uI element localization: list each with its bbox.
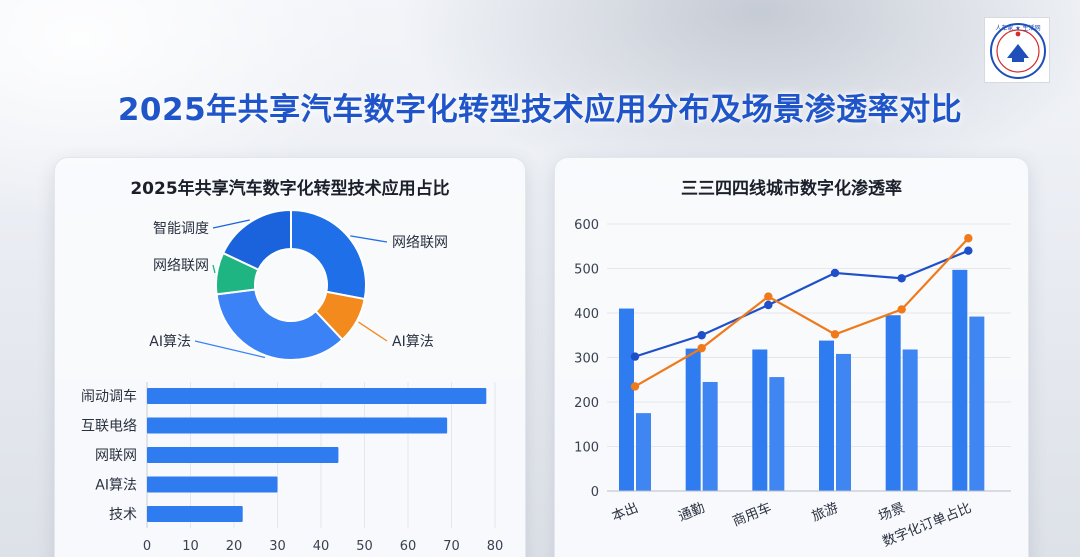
series-point — [630, 382, 640, 391]
grouped-bar — [836, 353, 851, 491]
hbar-category-label: 网联网 — [95, 448, 137, 464]
hbar-x-tick-label: 10 — [182, 539, 199, 554]
left-chart-title: 2025年共享汽车数字化转型技术应用占比 — [130, 179, 450, 199]
x-category-label: 商用车 — [730, 499, 774, 530]
grouped-bar — [685, 348, 701, 491]
grouped-bar — [769, 377, 785, 491]
x-category-label: 通勤 — [676, 500, 707, 525]
donut-slice — [215, 288, 344, 361]
hbar-x-tick-label: 70 — [443, 539, 460, 554]
donut-slice — [290, 208, 367, 301]
donut-label: 网络联网 — [392, 235, 448, 251]
series-point — [964, 234, 973, 243]
grouped-bar — [619, 308, 634, 491]
hbar-category-label: 闹动调车 — [81, 388, 137, 405]
y-tick-label: 200 — [574, 396, 599, 411]
donut-label: AI算法 — [392, 334, 434, 350]
y-tick-label: 0 — [591, 485, 599, 500]
y-tick-label: 400 — [574, 307, 599, 322]
hbar-x-tick-label: 0 — [143, 539, 151, 554]
hbar-x-tick-label: 20 — [226, 539, 243, 554]
grouped-bar — [702, 381, 718, 491]
series-point — [697, 343, 706, 353]
series-point — [897, 274, 906, 283]
series-point — [830, 330, 840, 339]
series-line — [634, 249, 969, 358]
hbar-x-tick-label: 40 — [313, 539, 330, 554]
hbar-bar — [147, 417, 448, 434]
hbar-category-label: AI算法 — [95, 478, 137, 494]
series-line — [634, 237, 970, 388]
donut-leader-line — [212, 219, 250, 229]
series-point — [764, 300, 773, 310]
donut-label: 智能调度 — [153, 221, 209, 237]
grouped-bar — [636, 413, 651, 491]
donut-leader-line — [358, 321, 388, 342]
hbar-x-tick-label: 50 — [356, 539, 373, 554]
series-point — [964, 246, 973, 255]
donut-label: 网络联网 — [153, 258, 209, 274]
series-point — [764, 292, 773, 301]
hbar-x-tick-label: 60 — [400, 539, 417, 554]
grouped-bar — [902, 349, 918, 491]
grouped-bar — [819, 340, 834, 491]
right-chart-panel: 三三四四线城市数字化渗透率 0 100 200 300 400 500 600 本出 通勤 商用车… — [554, 157, 1029, 557]
hbar-category-label: 互联电络 — [81, 419, 137, 435]
series-point — [897, 305, 906, 314]
donut-leader-line — [350, 235, 388, 243]
y-tick-label: 300 — [574, 352, 599, 367]
right-chart-title: 三三四四线城市数字化渗透率 — [681, 179, 902, 199]
hbar-bar — [147, 476, 278, 493]
hbar-bar — [147, 506, 243, 522]
grouped-bar — [752, 349, 768, 491]
series-point — [697, 331, 706, 340]
series-point — [830, 268, 840, 278]
grouped-bar — [952, 269, 968, 491]
grouped-bar — [969, 316, 985, 491]
site-logo: 人车家 ★ 生活网 — [984, 17, 1050, 83]
logo-emblem: 人车家 ★ 生活网 — [990, 23, 1046, 79]
hbar-bar — [147, 388, 487, 404]
x-category-label: 旅游 — [809, 500, 840, 525]
hbar-x-tick-label: 80 — [487, 539, 504, 554]
x-category-label: 本出 — [609, 500, 640, 525]
page-title: 2025年共享汽车数字化转型技术应用分布及场景渗透率对比 — [117, 92, 963, 128]
y-tick-label: 100 — [574, 441, 599, 456]
series-point — [630, 352, 640, 361]
grouped-bar — [885, 315, 901, 491]
hbar-category-label: 技术 — [109, 507, 137, 523]
left-chart-panel: 2025年共享汽车数字化转型技术应用占比 网络联网 AI算法 AI算法 网络联网 智能调… — [54, 157, 526, 557]
logo-text: 人车家 ★ 生活网 — [995, 24, 1040, 32]
donut-slice — [221, 208, 292, 272]
y-tick-label: 500 — [574, 263, 599, 278]
hbar-x-tick-label: 30 — [269, 539, 286, 554]
hbar-bar — [147, 447, 339, 463]
donut-leader-line — [212, 264, 216, 274]
x-category-label: 场景 — [876, 500, 907, 525]
donut-label: AI算法 — [149, 334, 191, 350]
y-tick-label: 600 — [574, 218, 599, 233]
left-chart-canvas: 网络联网 AI算法 AI算法 网络联网 智能调度 0 10 20 30 40 50 60 70 80 闹动调… — [81, 208, 504, 554]
donut-leader-line — [194, 340, 266, 359]
